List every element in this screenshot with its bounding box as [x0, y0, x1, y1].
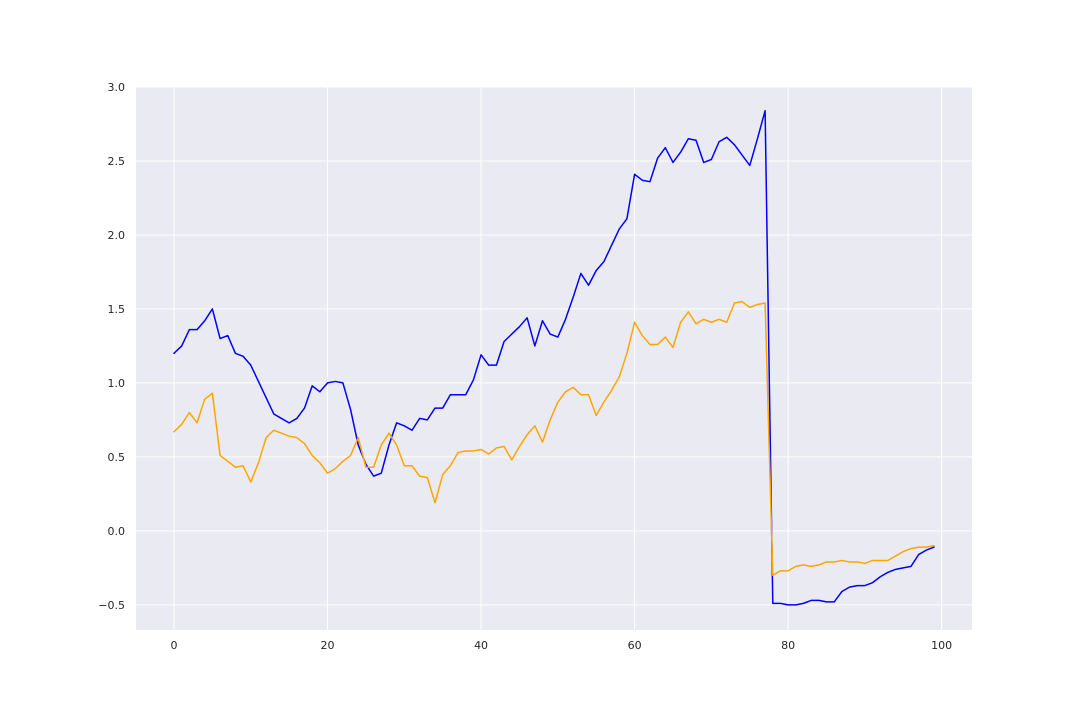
y-tick-label: 0.0 — [108, 525, 126, 538]
x-tick-label: 0 — [171, 639, 178, 652]
y-tick-label: 0.5 — [108, 451, 126, 464]
grid-lines — [136, 86, 972, 630]
y-tick-label: 1.5 — [108, 303, 126, 316]
series-line-2 — [173, 300, 935, 577]
y-tick-label: −0.5 — [98, 599, 125, 612]
tick-labels: 0 20 40 60 80 100 −0.5 0.0 0.5 1.0 1.5 2.0 2.5 3.0 — [98, 81, 952, 652]
x-tick-label: 60 — [628, 639, 642, 652]
x-tick-label: 40 — [474, 639, 488, 652]
x-tick-label: 20 — [321, 639, 335, 652]
y-tick-label: 3.0 — [108, 81, 126, 94]
x-tick-label: 80 — [781, 639, 795, 652]
y-tick-label: 2.0 — [108, 229, 126, 242]
series-layer — [173, 109, 935, 606]
x-tick-label: 100 — [931, 639, 952, 652]
y-tick-label: 1.0 — [108, 377, 126, 390]
plot-area — [136, 87, 972, 630]
series-line-1 — [173, 109, 935, 606]
y-tick-label: 2.5 — [108, 155, 126, 168]
